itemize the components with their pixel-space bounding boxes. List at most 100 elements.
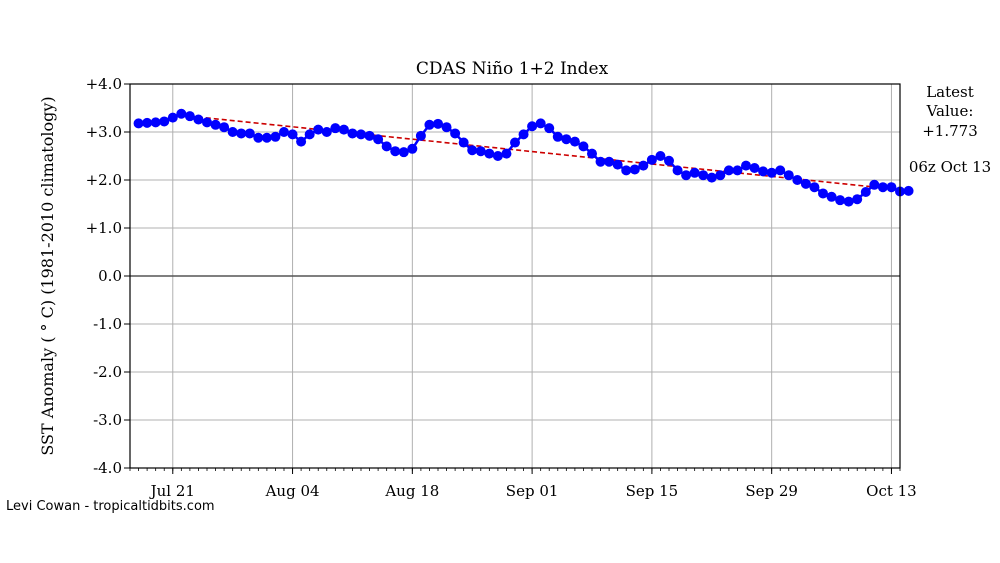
data-point (501, 148, 512, 159)
data-point (210, 119, 221, 130)
latest-timestamp: 06z Oct 13 (909, 158, 991, 176)
data-point (655, 151, 666, 161)
x-tick-label: Jul 21 (149, 482, 195, 500)
data-point (809, 182, 820, 193)
data-point (869, 179, 880, 190)
data-point (741, 160, 751, 171)
data-point (698, 170, 709, 181)
data-point (415, 130, 426, 141)
x-tick-labels: Jul 21 Aug 04 Aug 18 Sep 01 Sep 15 Sep 29 Oct … (149, 482, 917, 500)
data-point (877, 182, 888, 193)
data-point (792, 175, 803, 185)
data-point (510, 137, 520, 148)
data-point (535, 118, 546, 129)
data-point (689, 167, 700, 178)
data-point (296, 136, 307, 147)
data-point (441, 122, 452, 133)
data-point (381, 141, 392, 152)
data-point (373, 134, 384, 145)
y-tick-label: +1.0 (86, 219, 122, 237)
x-tick-label: Sep 29 (745, 482, 798, 500)
data-point (313, 124, 324, 135)
data-point (775, 165, 786, 176)
data-point (424, 119, 435, 130)
data-point (159, 116, 170, 127)
data-point (569, 136, 580, 147)
credit-text: Levi Cowan - tropicaltidbits.com (6, 499, 215, 514)
latest-value: +1.773 (922, 122, 978, 140)
data-point (835, 195, 846, 206)
data-point (783, 170, 794, 181)
data-point (407, 143, 418, 154)
x-tick-label: Aug 18 (384, 482, 439, 500)
y-tick-label: +2.0 (86, 171, 122, 189)
x-tick-label: Sep 15 (626, 482, 679, 500)
y-tick-label: -4.0 (93, 459, 122, 477)
data-point (142, 117, 153, 128)
data-point (433, 118, 443, 129)
data-point (270, 131, 281, 142)
data-point (860, 187, 871, 197)
data-point (672, 165, 683, 176)
data-point (527, 121, 538, 132)
data-point (629, 164, 640, 175)
data-point (287, 129, 298, 140)
data-point (903, 185, 914, 196)
data-point (706, 172, 717, 183)
data-point (450, 128, 461, 139)
data-point (766, 167, 777, 178)
data-point (253, 132, 264, 143)
data-point (604, 156, 615, 167)
data-point (176, 108, 187, 119)
data-point (467, 145, 478, 156)
data-point (544, 123, 555, 134)
y-tick-label: +4.0 (86, 75, 122, 93)
data-point (356, 129, 366, 140)
data-point (723, 165, 734, 176)
data-point (184, 111, 195, 122)
data-point (484, 148, 495, 159)
y-tick-label: -1.0 (93, 315, 122, 333)
y-tick-label: 0.0 (98, 267, 122, 285)
data-point (664, 155, 674, 166)
data-point (826, 191, 837, 202)
data-point (492, 151, 503, 161)
data-point (818, 188, 828, 199)
y-tick-label: -3.0 (93, 411, 122, 429)
y-tick-label: +3.0 (86, 123, 122, 141)
latest-label-line1: Latest (926, 83, 974, 101)
data-point (552, 131, 563, 142)
data-point (561, 134, 572, 145)
data-point (886, 182, 897, 193)
data-point (800, 178, 811, 189)
x-tick-label: Aug 04 (265, 482, 320, 500)
data-points (133, 108, 914, 207)
data-point (646, 154, 657, 165)
data-point (715, 170, 726, 181)
data-point (732, 165, 743, 176)
data-point (364, 130, 375, 141)
data-point (638, 160, 649, 171)
data-point (227, 127, 238, 137)
axis-ticks (124, 83, 901, 474)
data-point (578, 141, 589, 152)
y-tick-label: -2.0 (93, 363, 122, 381)
data-point (219, 122, 230, 133)
data-point (150, 117, 161, 128)
data-point (398, 147, 409, 158)
data-point (347, 128, 358, 139)
data-point (475, 146, 486, 157)
data-point (330, 123, 341, 134)
x-tick-label: Oct 13 (866, 482, 917, 500)
data-point (261, 132, 272, 143)
chart-title: CDAS Niño 1+2 Index (416, 59, 609, 79)
data-point (321, 127, 332, 137)
y-tick-labels: +4.0 +3.0 +2.0 +1.0 0.0 -1.0 -2.0 -3.0 -4.0 (86, 75, 122, 477)
data-point (681, 170, 692, 181)
data-point (390, 146, 401, 157)
data-point (621, 165, 632, 176)
data-point (843, 196, 854, 207)
data-point (279, 127, 289, 137)
